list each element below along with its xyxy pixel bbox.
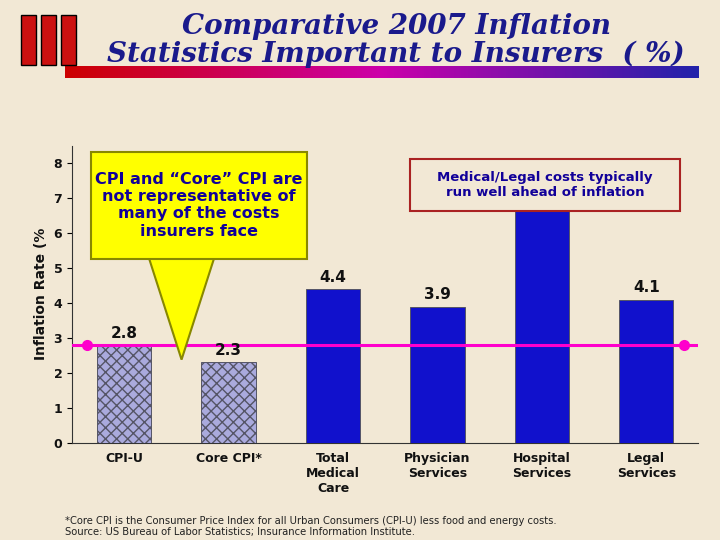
Text: 4.1: 4.1 [633,280,660,295]
Bar [619,300,673,443]
Text: 4.4: 4.4 [320,270,346,285]
Text: Medical/Legal costs typically
run well ahead of inflation: Medical/Legal costs typically run well a… [437,171,653,199]
Text: CPI and “Core” CPI are
not representative of
many of the costs
insurers face: CPI and “Core” CPI are not representativ… [95,172,302,239]
Bar [202,362,256,443]
Text: Statistics Important to Insurers  ( %): Statistics Important to Insurers ( %) [107,40,685,68]
FancyBboxPatch shape [21,15,36,65]
Text: 3.9: 3.9 [424,287,451,302]
FancyBboxPatch shape [41,15,56,65]
Text: *Core CPI is the Consumer Price Index for all Urban Consumers (CPI-U) less food : *Core CPI is the Consumer Price Index fo… [65,516,557,537]
Text: 2.8: 2.8 [111,326,138,341]
Bar [410,307,464,443]
FancyBboxPatch shape [61,15,76,65]
Bar [97,345,151,443]
Text: 2.3: 2.3 [215,343,242,358]
Text: 6.7: 6.7 [528,190,555,205]
Text: Comparative 2007 Inflation: Comparative 2007 Inflation [181,14,611,40]
Y-axis label: Inflation Rate (%: Inflation Rate (% [34,228,48,361]
Bar [515,208,569,443]
Bar [306,289,360,443]
